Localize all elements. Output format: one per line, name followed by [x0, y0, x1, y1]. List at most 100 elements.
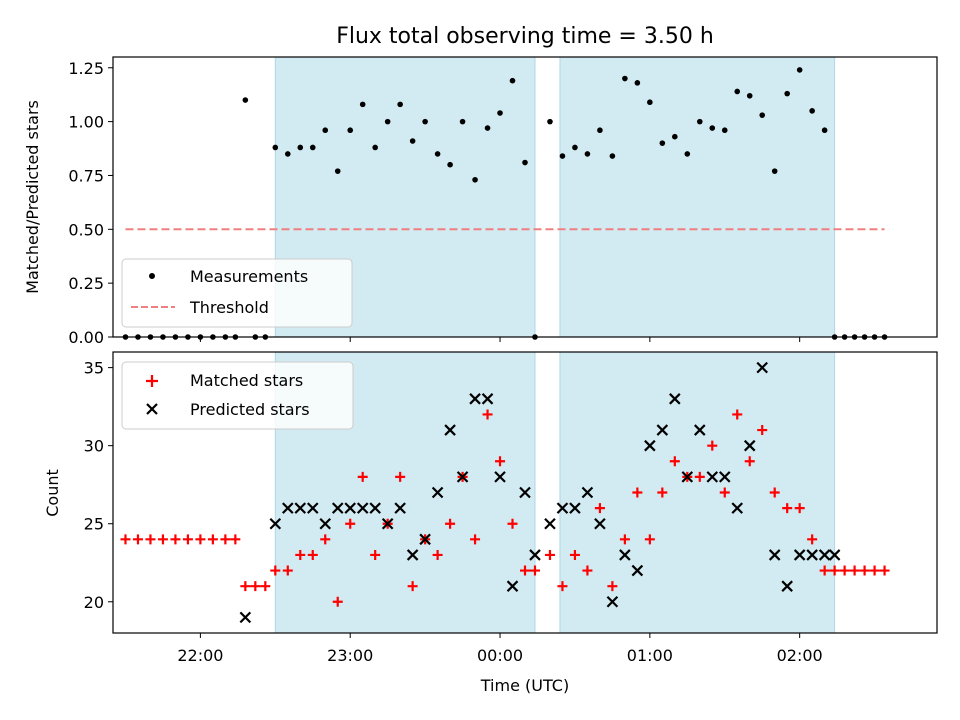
matched-star-marker [607, 581, 618, 592]
matched-star-marker [782, 503, 793, 514]
matched-star-marker [332, 596, 343, 607]
top-x-ticks [199, 337, 801, 342]
matched-star-marker [849, 565, 860, 576]
bottom-x-tick-label: 22:00 [177, 646, 223, 665]
predicted-star-marker [239, 611, 252, 624]
bottom-x-tick-label: 23:00 [327, 646, 373, 665]
matched-star-marker [307, 549, 318, 560]
measurement-point [721, 127, 728, 134]
predicted-star-marker [356, 502, 369, 514]
measurement-point [334, 168, 341, 174]
predicted-star-marker [419, 533, 431, 546]
top-shaded-interval-1 [559, 56, 836, 338]
predicted-star-marker [469, 393, 481, 405]
bottom-legend: Matched stars Predicted stars [121, 361, 354, 430]
matched-star-marker [432, 549, 443, 560]
x-axis-label: Time (UTC) [480, 676, 569, 695]
top-y-tick-label: 1.25 [68, 59, 104, 78]
matched-star-marker [182, 534, 193, 545]
predicted-star-marker [406, 549, 419, 561]
measurement-point [547, 118, 553, 125]
measurement-point [242, 97, 249, 103]
measurement-point [609, 153, 616, 159]
measurement-point [484, 125, 491, 131]
measurement-point [796, 67, 803, 73]
matched-star-marker [719, 487, 730, 498]
matched-star-marker [632, 487, 643, 498]
predicted-star-marker [781, 580, 793, 592]
legend-label-measurements: Measurements [190, 267, 308, 286]
matched-star-marker [544, 549, 555, 560]
predicted-star-marker [631, 564, 644, 577]
measurement-point [696, 118, 703, 125]
predicted-star-marker [768, 549, 781, 561]
measurement-point [372, 144, 378, 151]
matched-star-marker [132, 534, 143, 545]
bottom-shaded-intervals [274, 351, 836, 634]
bottom-y-tick-label: 35 [84, 359, 104, 378]
measurement-point [821, 127, 828, 134]
matched-star-marker [207, 534, 218, 545]
predicted-star-marker [306, 502, 319, 514]
matched-star-marker [769, 487, 780, 498]
predicted-star-marker [519, 486, 531, 499]
matched-star-marker [829, 565, 840, 576]
measurement-points [122, 67, 888, 340]
top-shaded-intervals [274, 56, 836, 338]
matched-star-marker [807, 534, 818, 545]
predicted-star-marker [681, 471, 694, 483]
measurement-point [434, 151, 441, 157]
matched-star-marker [470, 534, 481, 545]
matched-star-marker [732, 409, 743, 420]
predicted-star-marker [644, 439, 656, 452]
predicted-star-marker [818, 549, 831, 561]
matched-star-marker [170, 534, 181, 545]
matched-star-marker [482, 409, 493, 420]
bottom-panel: 20 25 30 35 22:00 23:00 00:00 01:00 02:00 Count… [43, 351, 938, 695]
measurement-point [309, 144, 316, 151]
matched-star-marker [869, 565, 880, 576]
bottom-y-tick-label: 30 [84, 437, 104, 456]
measurement-point [684, 151, 691, 157]
legend-label-threshold: Threshold [189, 298, 269, 317]
predicted-star-marker [269, 517, 282, 530]
predicted-star-marker [294, 502, 307, 514]
predicted-star-marker [381, 517, 394, 530]
measurement-point [509, 77, 516, 84]
matched-star-marker [569, 549, 580, 560]
predicted-star-marker [319, 517, 332, 530]
measurement-point [322, 127, 329, 134]
measurement-point [622, 75, 628, 82]
bottom-x-tick-label: 01:00 [627, 646, 673, 665]
top-legend-box [121, 258, 353, 328]
matched-star-marker [694, 471, 705, 482]
matched-star-marker [282, 565, 293, 576]
matched-star-marker [669, 456, 680, 467]
measurement-point [647, 99, 653, 106]
top-y-axis-label: Matched/Predicted stars [23, 100, 42, 294]
measurement-point [746, 92, 753, 99]
measurement-point [522, 159, 528, 166]
predicted-star-marker [481, 393, 494, 405]
predicted-star-marker [431, 486, 444, 499]
predicted-star-markers [239, 361, 841, 624]
matched-star-marker [145, 534, 156, 545]
top-legend: Measurements Threshold [121, 258, 353, 328]
matched-star-marker [529, 565, 540, 576]
matched-star-marker [839, 565, 850, 576]
measurement-point [734, 88, 741, 95]
predicted-star-marker [656, 424, 669, 436]
top-y-tick-label: 0.25 [68, 274, 104, 293]
measurement-point [584, 151, 591, 157]
predicted-star-marker [718, 471, 731, 483]
bottom-x-tick-label: 00:00 [477, 646, 523, 665]
predicted-star-marker [619, 549, 631, 561]
matched-star-marker [120, 534, 131, 545]
measurement-point [672, 133, 678, 140]
predicted-star-marker [793, 549, 806, 561]
predicted-star-marker [506, 580, 519, 592]
measurement-point [359, 101, 366, 108]
predicted-star-marker [594, 517, 606, 530]
matched-star-marker [744, 456, 755, 467]
predicted-star-marker [606, 596, 619, 608]
